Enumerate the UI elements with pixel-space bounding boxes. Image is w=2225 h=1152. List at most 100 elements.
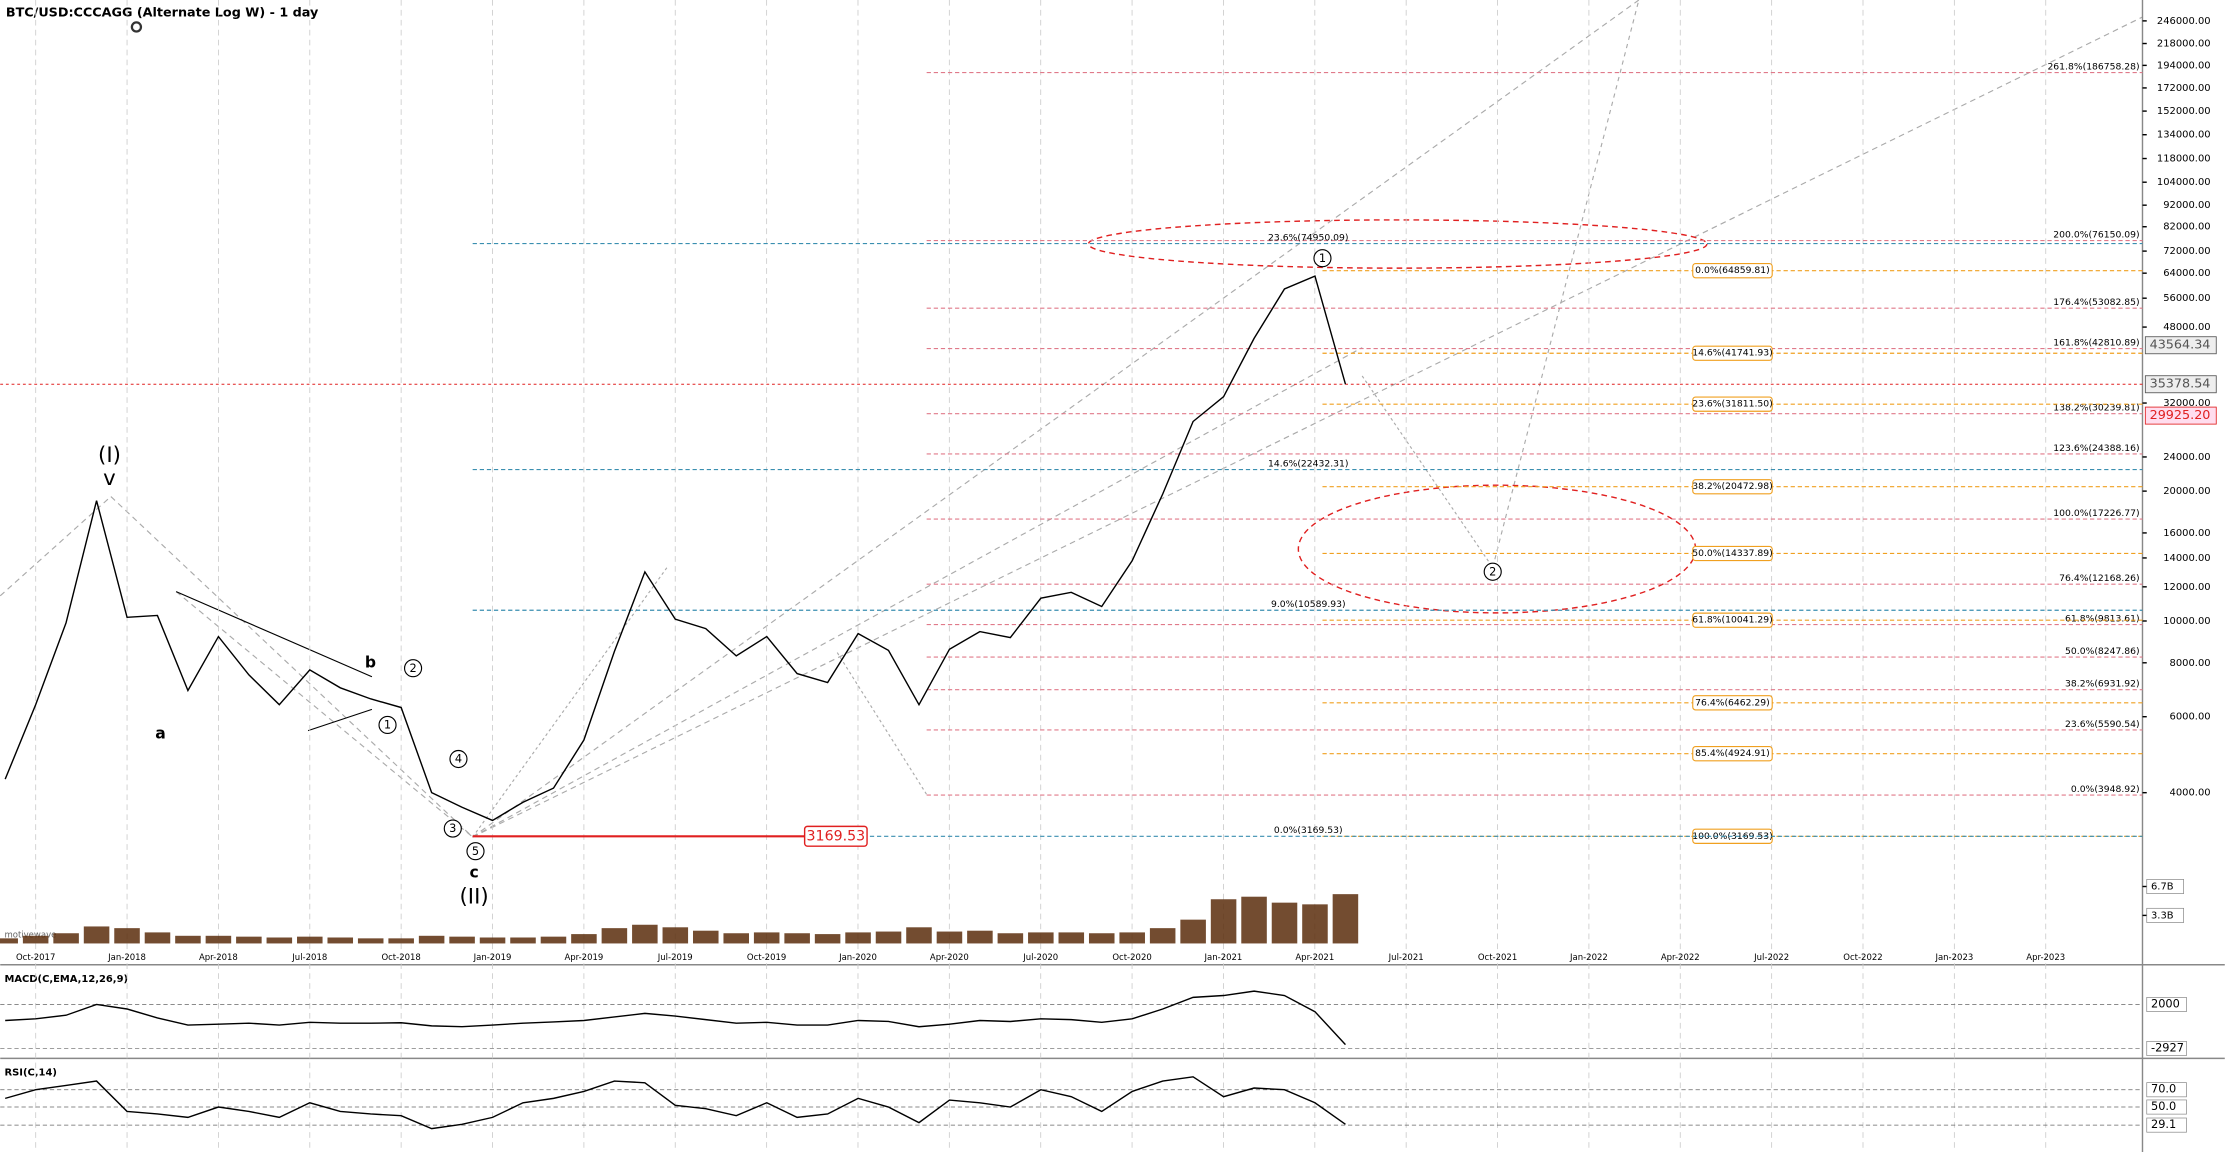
volume-bar [814, 934, 841, 944]
volume-bar [175, 935, 201, 944]
wave-label: (II) [460, 884, 489, 909]
volume-bar [753, 932, 780, 944]
volume-bar [1302, 904, 1328, 944]
volume-bar [297, 936, 323, 944]
fib-label: 38.2%(20472.98) [1692, 481, 1772, 492]
y-tick-label: 56000.00 [2163, 293, 2210, 304]
tick-box [2146, 1117, 2187, 1133]
fib-label: 50.0%(14337.89) [1692, 548, 1772, 559]
level-box [1692, 695, 1773, 711]
panel-title: MACD(C,EMA,12,26,9) [4, 974, 128, 985]
x-tick-label: Apr-2020 [930, 953, 969, 963]
volume-bar [540, 936, 567, 944]
fib-label: 0.0%(64859.81) [1695, 265, 1770, 276]
y-tick-label: 16000.00 [2163, 528, 2210, 539]
tick-box [2146, 1082, 2187, 1098]
series-line [5, 990, 1346, 1046]
y-tick-label: 29.1 [2151, 1117, 2176, 1131]
volume-bar [936, 931, 963, 944]
x-tick-label: Apr-2021 [1295, 953, 1334, 963]
y-tick-label: 82000.00 [2163, 222, 2210, 233]
x-tick-label: Jul-2019 [657, 953, 693, 963]
wave-label: 1 [384, 718, 391, 732]
fib-label: 85.4%(4924.91) [1695, 748, 1770, 759]
volume-bar [1271, 902, 1298, 944]
wave-circle [1313, 249, 1332, 268]
y-tick-label: 2000 [2151, 996, 2180, 1010]
volume-bar [357, 938, 384, 944]
volume-bar [53, 933, 79, 944]
y-tick-label: 10000.00 [2163, 616, 2210, 627]
fib-label: 100.0%(17226.77) [2053, 508, 2139, 519]
volume-bar [510, 937, 536, 944]
volume-bar [906, 927, 932, 944]
tick-box [2146, 997, 2187, 1012]
y-tick-label: 48000.00 [2163, 322, 2210, 333]
tick-box [2146, 1099, 2187, 1115]
y-tick-label: 50.0 [2151, 1099, 2176, 1113]
settings-icon[interactable] [130, 21, 143, 33]
fib-label: 50.0%(8247.86) [2065, 646, 2140, 657]
fib-label: 161.8%(42810.89) [2053, 337, 2139, 348]
volume-bar [845, 932, 871, 944]
y-tick-label: 194000.00 [2157, 60, 2211, 71]
volume-bar [83, 926, 110, 944]
price-label: 35378.54 [2150, 377, 2211, 392]
x-tick-label: Jan-2022 [1569, 953, 1608, 963]
volume-bar [601, 928, 628, 944]
volume-bar [997, 933, 1024, 944]
support-label: 3169.53 [807, 828, 866, 844]
trend-lines [0, 0, 2143, 838]
y-tick-label: 218000.00 [2157, 39, 2211, 50]
fib-label: 14.6%(41741.93) [1692, 348, 1772, 359]
x-tick-label: Jan-2021 [1204, 953, 1243, 963]
series-line [4, 275, 1347, 822]
y-tick-label: 70.0 [2151, 1082, 2176, 1096]
fib-label: 123.6%(24388.16) [2053, 443, 2139, 454]
fib-label: 138.2%(30239.81) [2053, 402, 2139, 413]
volume-bar [388, 938, 414, 944]
watermark: motivewave [4, 930, 56, 940]
volume-bar [114, 928, 140, 944]
volume-bar [449, 936, 475, 944]
fib-label: 76.4%(6462.29) [1695, 697, 1770, 708]
y-tick-label: 14000.00 [2163, 553, 2210, 564]
series-line [4, 1076, 1346, 1130]
fib-label: 14.6%(22432.31) [1268, 458, 1348, 469]
fib-label: 9.0%(10589.93) [1271, 599, 1346, 610]
level-box [1692, 612, 1773, 628]
wave-circle [378, 715, 397, 735]
volume-bar [1210, 899, 1237, 944]
x-tick-label: Jan-2023 [1934, 953, 1973, 963]
wave-label: 1 [1319, 251, 1326, 265]
fib-label: 23.6%(74950.09) [1268, 232, 1348, 243]
x-tick-label: Oct-2020 [1112, 953, 1151, 963]
x-tick-label: Oct-2022 [1843, 953, 1882, 963]
fib-label: 0.0%(3169.53) [1274, 825, 1343, 836]
fib-label: 23.6%(5590.54) [2065, 719, 2140, 730]
volume-bar [1088, 933, 1115, 944]
volume-bar [1332, 894, 1359, 944]
y-tick-label: 64000.00 [2163, 268, 2210, 279]
level-box [1692, 746, 1773, 762]
volume-bar [875, 931, 902, 944]
tick-box [2146, 879, 2184, 894]
wave-label: 2 [409, 661, 416, 675]
x-tick-label: Oct-2021 [1478, 953, 1517, 963]
y-tick-label: 6000.00 [2170, 712, 2211, 723]
x-tick-label: Apr-2022 [1661, 953, 1700, 963]
y-tick-label: 118000.00 [2157, 154, 2211, 165]
price-label: 43564.34 [2150, 338, 2211, 353]
wave-label: 3 [449, 821, 456, 835]
wave-label: c [469, 864, 478, 882]
volume-bar [723, 933, 749, 944]
x-tick-label: Oct-2017 [16, 953, 55, 963]
fib-label: 176.4%(53082.85) [2053, 297, 2139, 308]
wave-label: v [103, 466, 116, 491]
x-tick-label: Jul-2020 [1022, 953, 1058, 963]
tick-box [2146, 1040, 2187, 1056]
wave-circle [1483, 562, 1502, 581]
x-tick-label: Jan-2019 [473, 953, 512, 963]
wave-circle [403, 659, 423, 678]
